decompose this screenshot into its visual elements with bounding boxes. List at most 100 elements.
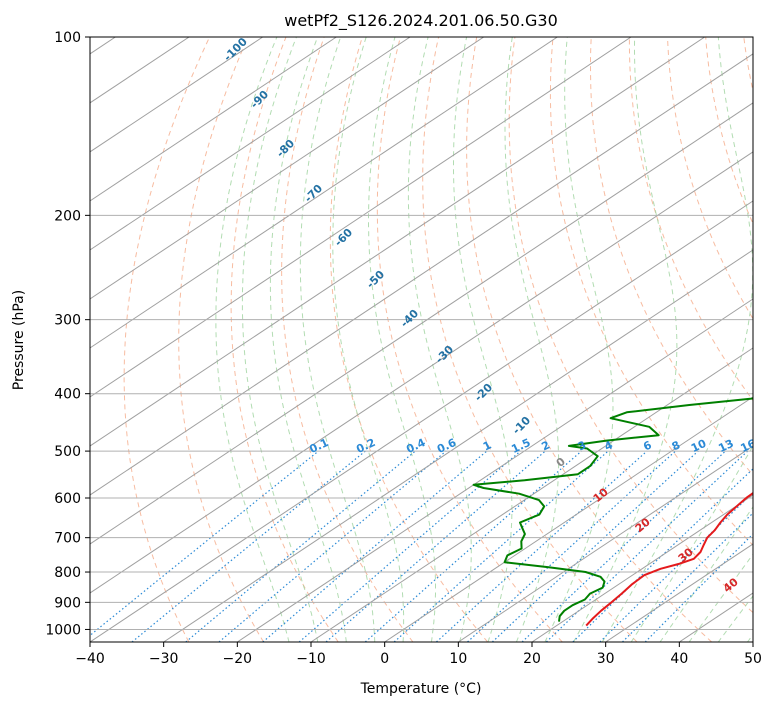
x-tick-label: 10 xyxy=(449,651,467,667)
mixing-ratio-line xyxy=(644,533,753,642)
series-layer xyxy=(472,397,753,627)
moist-adiabat xyxy=(688,553,753,642)
y-tick-label: 100 xyxy=(54,30,81,46)
moist-adiabat xyxy=(215,37,290,642)
isotherm xyxy=(90,37,485,300)
temperature-profile-line xyxy=(585,491,753,627)
isotherm-label: -100 xyxy=(221,35,250,64)
moist-adiabat xyxy=(332,37,405,642)
moist-adiabat xyxy=(269,37,347,642)
chart-title: wetPf2_S126.2024.201.06.50.G30 xyxy=(284,11,558,31)
dry-adiabat xyxy=(178,37,264,642)
y-axis-title: Pressure (hPa) xyxy=(11,290,27,390)
mixing-ratio-line xyxy=(545,450,749,642)
moist-adiabat xyxy=(407,37,472,642)
isotherm xyxy=(90,53,753,496)
moist-adiabat xyxy=(241,37,319,642)
y-tick-label: 1000 xyxy=(45,622,81,638)
isotherm xyxy=(90,37,190,104)
dry-adiabat xyxy=(281,37,414,642)
theta-label: 20 xyxy=(633,515,653,535)
line-labels: 0.10.20.40.611.52346810131620253036-100-… xyxy=(221,35,775,595)
x-axis-title: Temperature (°C) xyxy=(360,681,482,697)
mixing-ratio-line xyxy=(599,491,753,642)
dry-adiabat xyxy=(376,37,563,642)
isotherm xyxy=(90,37,411,251)
isotherm-label: -60 xyxy=(332,226,355,249)
x-tick-label: 20 xyxy=(523,651,541,667)
isotherm xyxy=(90,37,706,447)
isotherm-label: -50 xyxy=(364,268,387,291)
x-tick-label: −30 xyxy=(149,651,179,667)
dry-adiabat xyxy=(508,37,753,614)
moist-adiabat xyxy=(717,595,753,642)
mixing-ratio-line xyxy=(364,450,582,642)
y-tick-label: 400 xyxy=(54,387,81,403)
moist-adiabat xyxy=(453,37,513,642)
theta-label: 40 xyxy=(721,575,741,595)
y-axis: 100 200 300 400 500 600 700 800 900 1000 xyxy=(45,30,90,638)
mixing-ratio-label: 0.6 xyxy=(435,436,458,456)
mixing-ratio-line xyxy=(298,450,521,642)
mixing-ratio-line xyxy=(521,450,726,642)
isotherm xyxy=(384,396,753,642)
mixing-ratio-label: 1.5 xyxy=(509,436,532,456)
x-axis: −40 −30 −20 −10 0 10 20 30 40 50 xyxy=(75,642,762,667)
mixing-ratio-line xyxy=(218,450,447,642)
theta-label: 10 xyxy=(591,485,611,505)
isotherm-label: -80 xyxy=(274,137,297,160)
mixing-ratio-line xyxy=(131,450,366,642)
y-tick-label: 600 xyxy=(54,491,81,507)
x-tick-label: 0 xyxy=(380,651,389,667)
y-tick-label: 300 xyxy=(54,313,81,329)
mixing-ratio-label: 16 xyxy=(738,437,758,455)
moist-adiabat xyxy=(659,506,753,642)
plot-frame xyxy=(89,36,754,643)
isotherm xyxy=(237,298,753,642)
y-tick-label: 700 xyxy=(54,531,81,547)
x-tick-label: −40 xyxy=(75,651,105,667)
moist-adiabat xyxy=(544,37,614,642)
isotherm xyxy=(90,102,753,545)
dry-adiabat xyxy=(329,37,488,642)
isotherm xyxy=(310,347,753,642)
mixing-ratio-line xyxy=(90,450,319,637)
y-tick-label: 800 xyxy=(54,565,81,581)
moist-adiabat xyxy=(504,37,560,642)
mixing-ratio-label: 0.4 xyxy=(404,436,427,456)
mixing-ratio-line xyxy=(572,468,753,642)
dry-adiabat xyxy=(123,37,211,642)
isotherm xyxy=(90,200,753,642)
x-tick-label: 40 xyxy=(670,651,688,667)
gridlines xyxy=(90,37,753,642)
moist-adiabat xyxy=(746,633,753,642)
isotherm xyxy=(90,151,753,594)
mixing-ratio-label: 10 xyxy=(689,437,709,455)
isotherm xyxy=(458,445,753,642)
dry-adiabat xyxy=(422,37,638,642)
mixing-ratio-label: 20 xyxy=(763,437,775,455)
y-tick-label: 900 xyxy=(54,595,81,611)
x-tick-label: 30 xyxy=(597,651,615,667)
isotherm xyxy=(90,37,558,349)
moist-adiabat xyxy=(299,37,376,642)
mixing-ratio-line xyxy=(185,450,416,642)
dry-adiabat xyxy=(743,37,753,94)
theta-label: 30 xyxy=(676,545,696,565)
mixing-ratio-line xyxy=(435,450,648,642)
x-tick-label: −10 xyxy=(296,651,326,667)
isotherm-label: -20 xyxy=(472,381,495,404)
isotherm-label: -10 xyxy=(510,414,533,437)
isotherm xyxy=(679,592,753,642)
isotherm xyxy=(90,37,337,202)
y-tick-label: 500 xyxy=(54,444,81,460)
mixing-ratio-label: 0.1 xyxy=(307,436,330,456)
isotherm xyxy=(90,37,264,153)
isotherm-label: -40 xyxy=(398,307,421,330)
y-tick-label: 200 xyxy=(54,208,81,224)
x-tick-label: −20 xyxy=(223,651,253,667)
dry-adiabat xyxy=(230,37,339,642)
moist-adiabat xyxy=(368,37,436,642)
moist-adiabat xyxy=(601,37,753,642)
